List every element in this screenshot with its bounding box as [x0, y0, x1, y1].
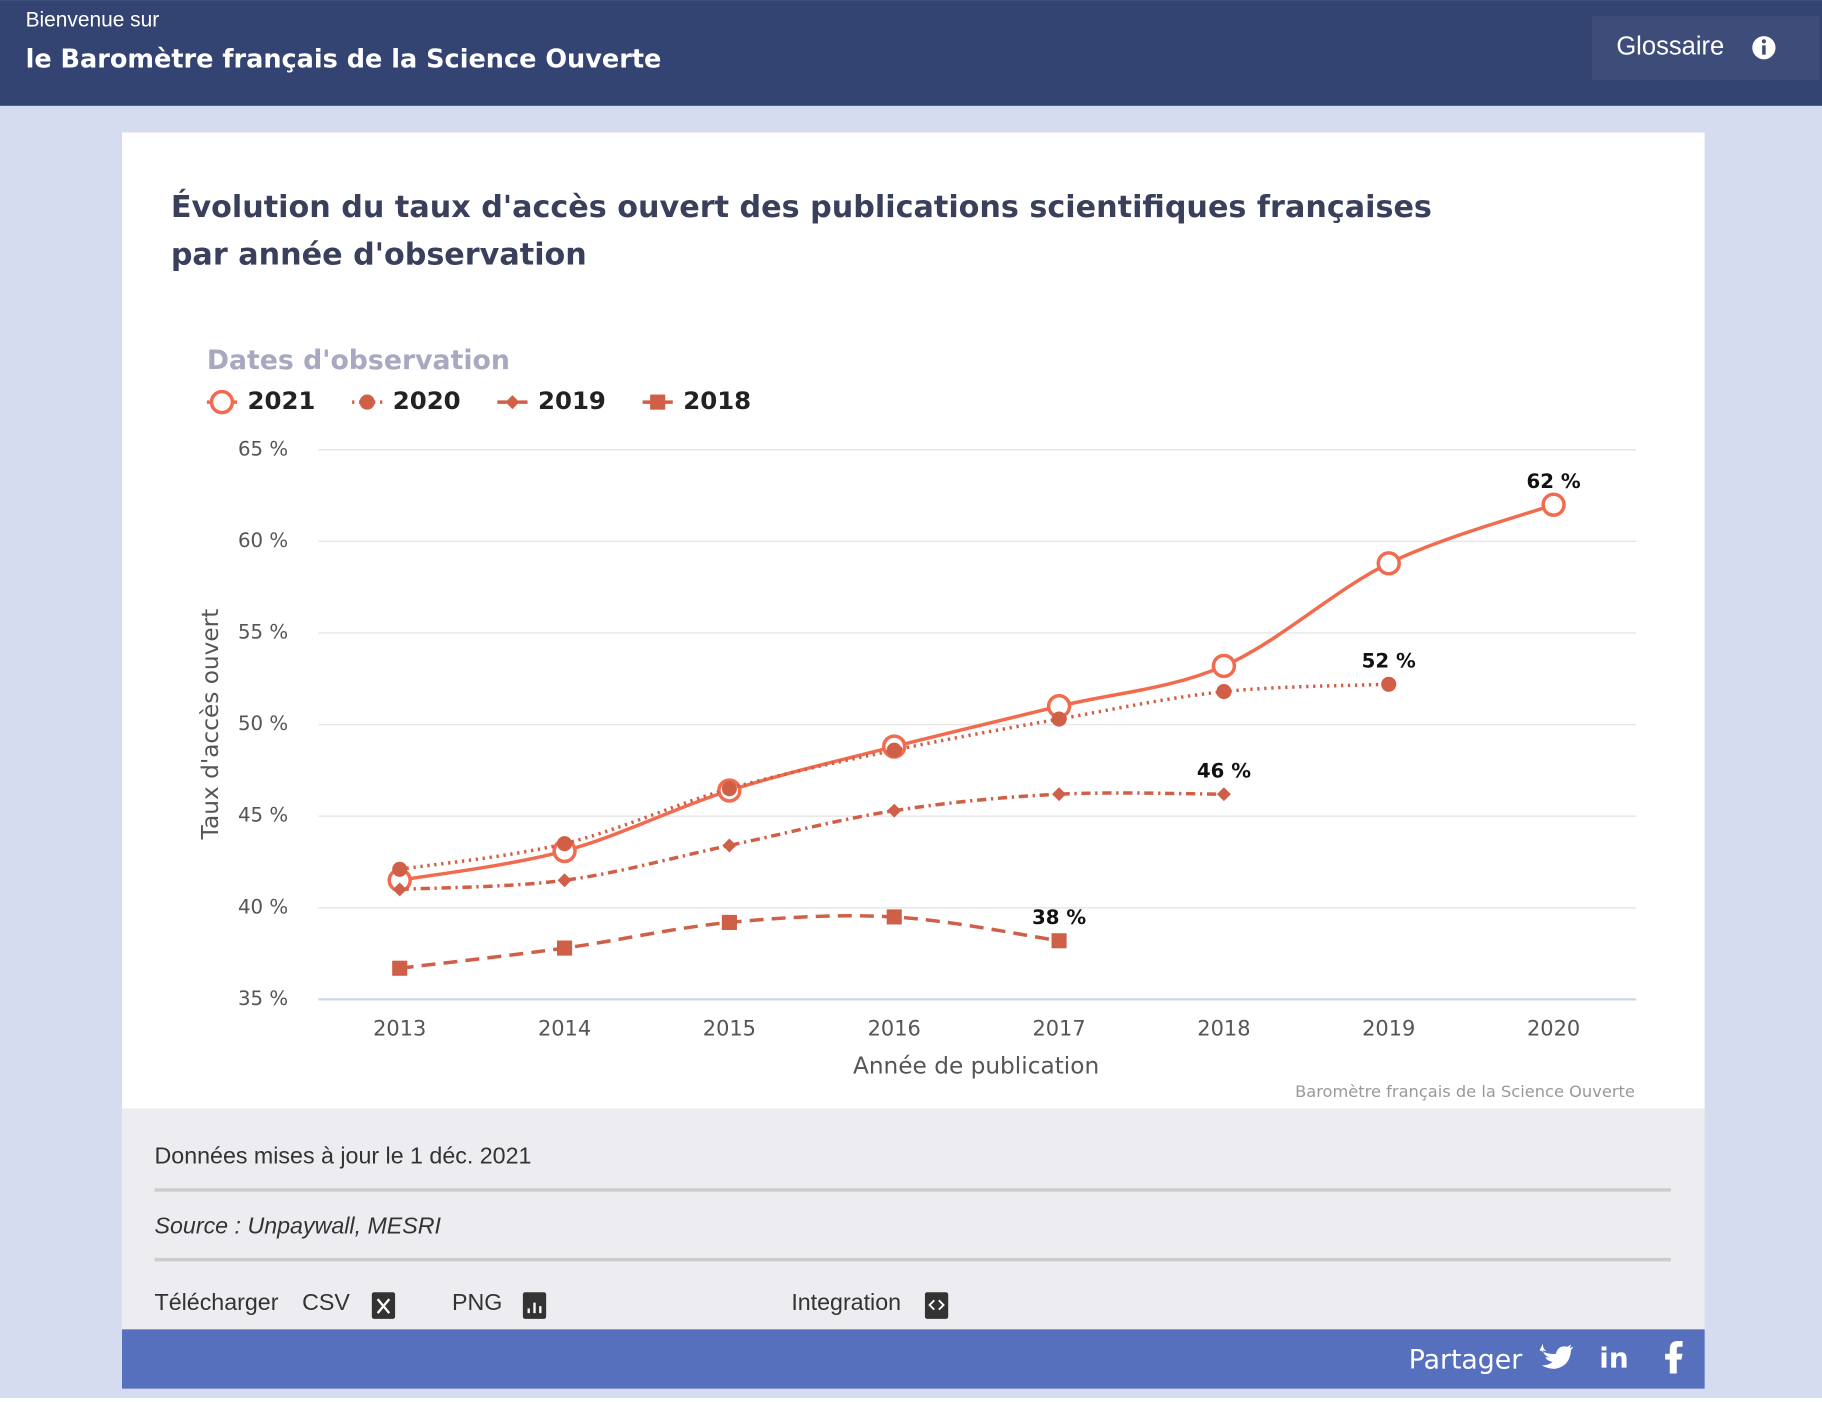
y-tick-label: 35 % [238, 987, 288, 1010]
y-axis-title: Taux d'accès ouvert [197, 609, 224, 841]
x-axis-title: Année de publication [853, 1052, 1099, 1079]
share-label: Partager [1409, 1344, 1523, 1375]
point [392, 861, 408, 877]
y-tick-label: 50 % [238, 712, 288, 735]
y-tick-label: 45 % [238, 804, 288, 827]
credit: Baromètre français de la Science Ouverte [1295, 1082, 1635, 1101]
data-label: 62 % [1527, 470, 1581, 493]
glossary-label[interactable]: Glossaire [1616, 32, 1724, 60]
point [1211, 653, 1237, 679]
x-tick-label: 2018 [1197, 1017, 1250, 1041]
header [0, 0, 1822, 106]
chart-card [122, 132, 1705, 1109]
y-tick-label: 65 % [238, 437, 288, 460]
legend-marker [650, 394, 666, 410]
legend-label: 2020 [393, 386, 461, 415]
download-label: Télécharger [155, 1289, 279, 1315]
integration-icon[interactable] [924, 1292, 949, 1319]
point [887, 803, 902, 818]
data-label: 52 % [1362, 650, 1416, 673]
point [1376, 551, 1401, 576]
point [1541, 492, 1566, 517]
updated: Données mises à jour le 1 déc. 2021 [155, 1143, 532, 1169]
share-bar [122, 1329, 1705, 1389]
point [392, 960, 408, 976]
facebook-icon[interactable] [1665, 1340, 1683, 1374]
x-tick-label: 2020 [1527, 1017, 1580, 1041]
integration-icon [928, 1299, 945, 1311]
source: Source : Unpaywall, MESRI [155, 1212, 442, 1238]
legend-label: 2018 [683, 386, 751, 415]
png-link[interactable]: PNG [452, 1289, 502, 1315]
series-line [399, 503, 1555, 883]
point [886, 909, 902, 925]
x-tick-label: 2014 [538, 1017, 591, 1041]
site-title[interactable]: le Baromètre français de la Science Ouve… [26, 44, 662, 74]
point [1051, 933, 1067, 949]
point [557, 873, 572, 888]
point [1216, 684, 1232, 700]
x-tick-label: 2015 [703, 1017, 756, 1041]
x-tick-label: 2017 [1032, 1017, 1085, 1041]
point [721, 914, 737, 930]
point [1381, 676, 1397, 692]
x-tick-label: 2019 [1362, 1017, 1415, 1041]
linkedin-icon[interactable]: in [1599, 1342, 1628, 1375]
glossary-button[interactable] [1591, 16, 1820, 81]
integration-link[interactable]: Integration [791, 1289, 901, 1315]
y-tick-label: 55 % [238, 620, 288, 643]
point [721, 781, 737, 797]
point [557, 940, 573, 956]
x-tick-label: 2013 [373, 1017, 426, 1041]
data-label: 46 % [1197, 760, 1251, 783]
twitter-icon[interactable] [1539, 1343, 1574, 1369]
y-tick-label: 60 % [238, 529, 288, 552]
info-icon [1761, 39, 1766, 44]
x-tick-label: 2016 [868, 1017, 921, 1041]
title-line: par année d'observation [171, 237, 587, 272]
point [886, 742, 902, 758]
info-icon [1762, 45, 1766, 55]
point [557, 836, 573, 852]
legend-label: 2021 [248, 386, 316, 415]
png-icon [527, 1302, 542, 1314]
point [1052, 787, 1067, 802]
point [1216, 787, 1231, 802]
y-tick-label: 40 % [238, 895, 288, 918]
chart-title: Évolution du taux d'accès ouvert des pub… [171, 189, 1432, 273]
welcome: Bienvenue sur [26, 9, 160, 32]
legend-marker [359, 394, 375, 410]
csv-link[interactable]: CSV [302, 1289, 350, 1315]
data-label: 38 % [1032, 906, 1086, 929]
csv-icon [376, 1298, 391, 1314]
point [1051, 711, 1067, 727]
title-line: Évolution du taux d'accès ouvert des pub… [171, 189, 1432, 225]
legend-title: Dates d'observation [207, 345, 510, 376]
legend-label: 2019 [538, 386, 606, 415]
legend-marker [209, 389, 235, 415]
point [722, 838, 737, 853]
